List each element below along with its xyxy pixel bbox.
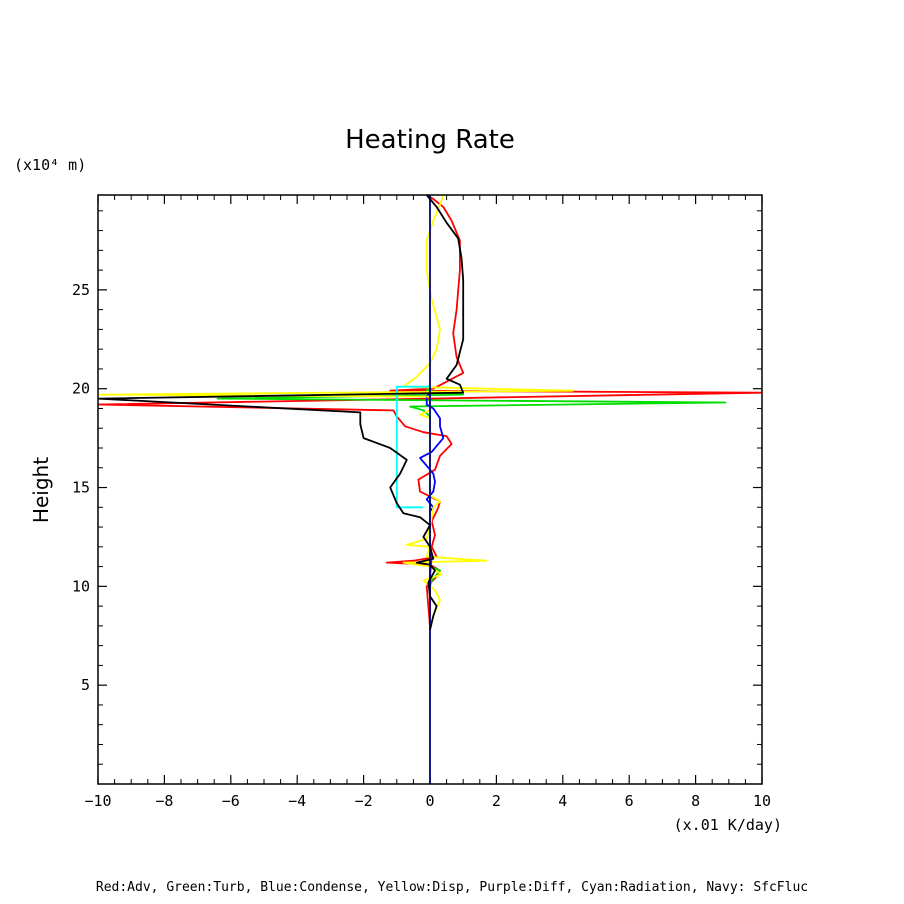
plot-frame	[97, 194, 763, 785]
series-line-radiation	[395, 385, 430, 509]
x-tick-label: 4	[558, 792, 567, 810]
series-line-disp	[98, 195, 574, 631]
x-tick-label: −6	[222, 792, 240, 810]
y-tick-label: 20	[72, 380, 90, 398]
series-lines	[98, 195, 762, 784]
y-tick-label: 5	[81, 676, 90, 694]
x-tick-label: −2	[355, 792, 373, 810]
x-tick-label: 0	[425, 792, 434, 810]
y-tick-label: 15	[72, 479, 90, 497]
x-tick-label: 10	[753, 792, 771, 810]
x-tick-label: −4	[288, 792, 306, 810]
x-tick-label: 8	[691, 792, 700, 810]
x-tick-label: 6	[625, 792, 634, 810]
y-axis-label: Height	[29, 457, 53, 523]
y-tick-label: 10	[72, 577, 90, 595]
x-tick-label: −10	[84, 792, 111, 810]
x-unit-label: (x.01 K/day)	[674, 816, 782, 834]
legend-footer: Red:Adv, Green:Turb, Blue:Condense, Yell…	[96, 880, 808, 895]
x-tick-label: −8	[155, 792, 173, 810]
series-line-adv	[98, 195, 762, 626]
series-line-unlabeled	[98, 195, 465, 631]
y-unit-label: (x10⁴ m)	[14, 156, 86, 174]
chart-title: Heating Rate	[345, 125, 515, 155]
y-tick-label: 25	[72, 281, 90, 299]
axis-ticks: −10 −8 −6 −4 −2 0 2 4 6 8 10 5 10 15 20 25	[72, 195, 771, 810]
x-tick-label: 2	[492, 792, 501, 810]
series-line-turb	[216, 384, 727, 587]
